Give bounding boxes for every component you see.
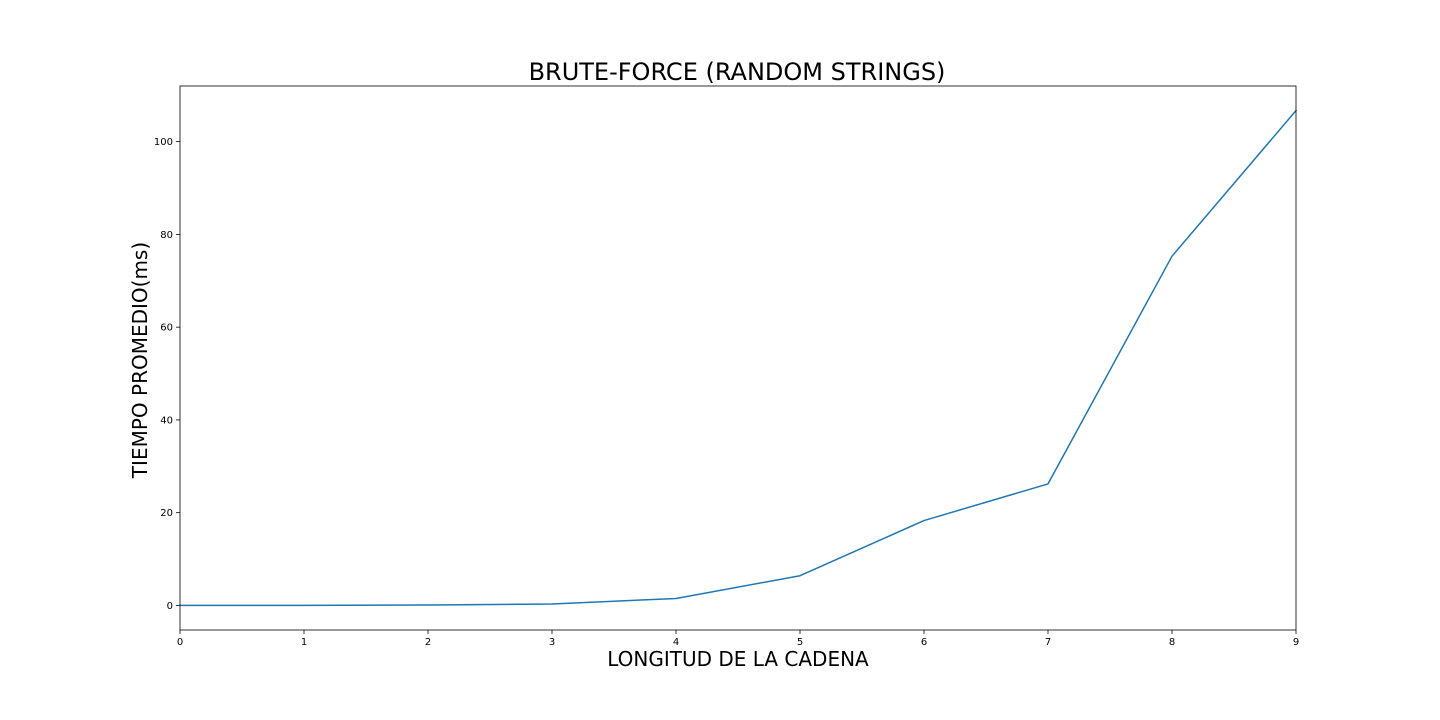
series-line (179, 109, 1298, 607)
y-tick-label: 100 (154, 137, 173, 148)
x-tick-label: 2 (425, 637, 431, 648)
y-axis-label: TIEMPO PROMEDIO(ms) (128, 242, 152, 479)
x-tick-label: 5 (797, 637, 803, 648)
x-axis-label: LONGITUD DE LA CADENA (607, 647, 869, 671)
x-tick-label: 1 (301, 637, 307, 648)
x-tick-label: 3 (549, 637, 555, 648)
x-tick-label: 9 (1293, 637, 1299, 648)
y-tick-label: 20 (160, 508, 173, 519)
x-tick-label: 4 (673, 637, 679, 648)
x-tick-label: 6 (921, 637, 927, 648)
x-tick-label: 7 (1045, 637, 1051, 648)
y-tick-label: 60 (160, 323, 173, 334)
x-tick-label: 0 (177, 637, 183, 648)
ticks-layer: 0 1 2 3 4 5 6 7 8 9 0 20 40 60 80 100 (154, 137, 1299, 648)
plot-frame (179, 85, 1297, 631)
x-tick-label: 8 (1169, 637, 1175, 648)
y-tick-label: 80 (160, 230, 173, 241)
plot-layer (179, 109, 1298, 607)
chart-title: BRUTE-FORCE (RANDOM STRINGS) (529, 58, 946, 86)
y-tick-label: 0 (167, 601, 173, 612)
y-tick-label: 40 (160, 415, 173, 426)
